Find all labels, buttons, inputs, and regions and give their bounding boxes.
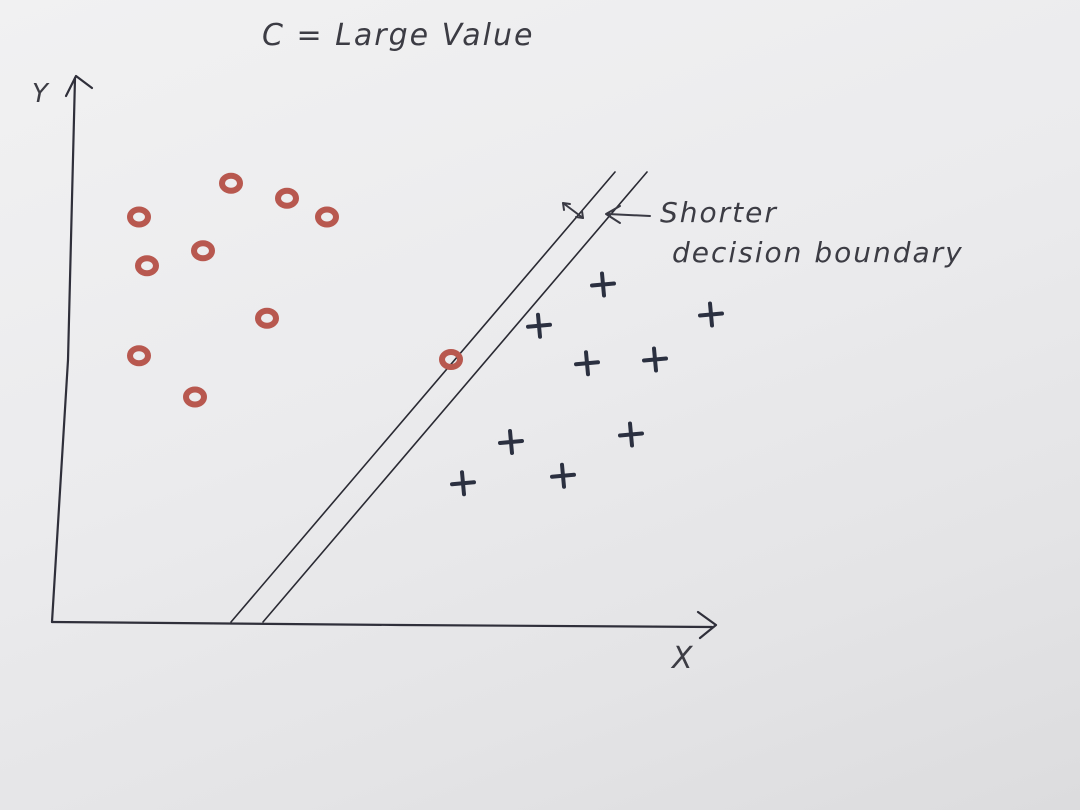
circle-point (315, 206, 339, 228)
plus-point (618, 421, 644, 448)
y-axis-label: Y (32, 79, 50, 109)
x-axis-label: X (670, 641, 695, 676)
boundary-line-2 (262, 171, 648, 623)
diagram-title: C = Large Value (262, 18, 534, 53)
class-b-points (450, 271, 724, 497)
plus-point (590, 271, 616, 298)
x-axis (50, 610, 718, 640)
annotation-line1: Shorter (660, 196, 778, 229)
class-a-points (127, 172, 463, 408)
plus-point (450, 470, 476, 497)
pointer-arrow (605, 205, 651, 224)
y-axis (50, 74, 94, 624)
circle-point (183, 386, 207, 408)
circle-point (255, 307, 279, 329)
plus-point (498, 429, 524, 455)
plus-point (642, 346, 668, 373)
circle-point (135, 255, 159, 277)
circle-point (127, 345, 151, 367)
circle-point (439, 349, 463, 370)
plus-point (526, 312, 552, 339)
plus-point (574, 350, 600, 377)
plus-point (698, 301, 724, 328)
margin-arrow (562, 202, 584, 219)
plus-point (550, 462, 576, 489)
circle-point (127, 206, 151, 228)
annotation-line2: decision boundary (672, 236, 964, 269)
decision-boundary (230, 171, 648, 623)
boundary-line-1 (230, 171, 616, 623)
circle-point (219, 172, 243, 194)
circle-point (275, 187, 299, 209)
circle-point (191, 240, 215, 262)
